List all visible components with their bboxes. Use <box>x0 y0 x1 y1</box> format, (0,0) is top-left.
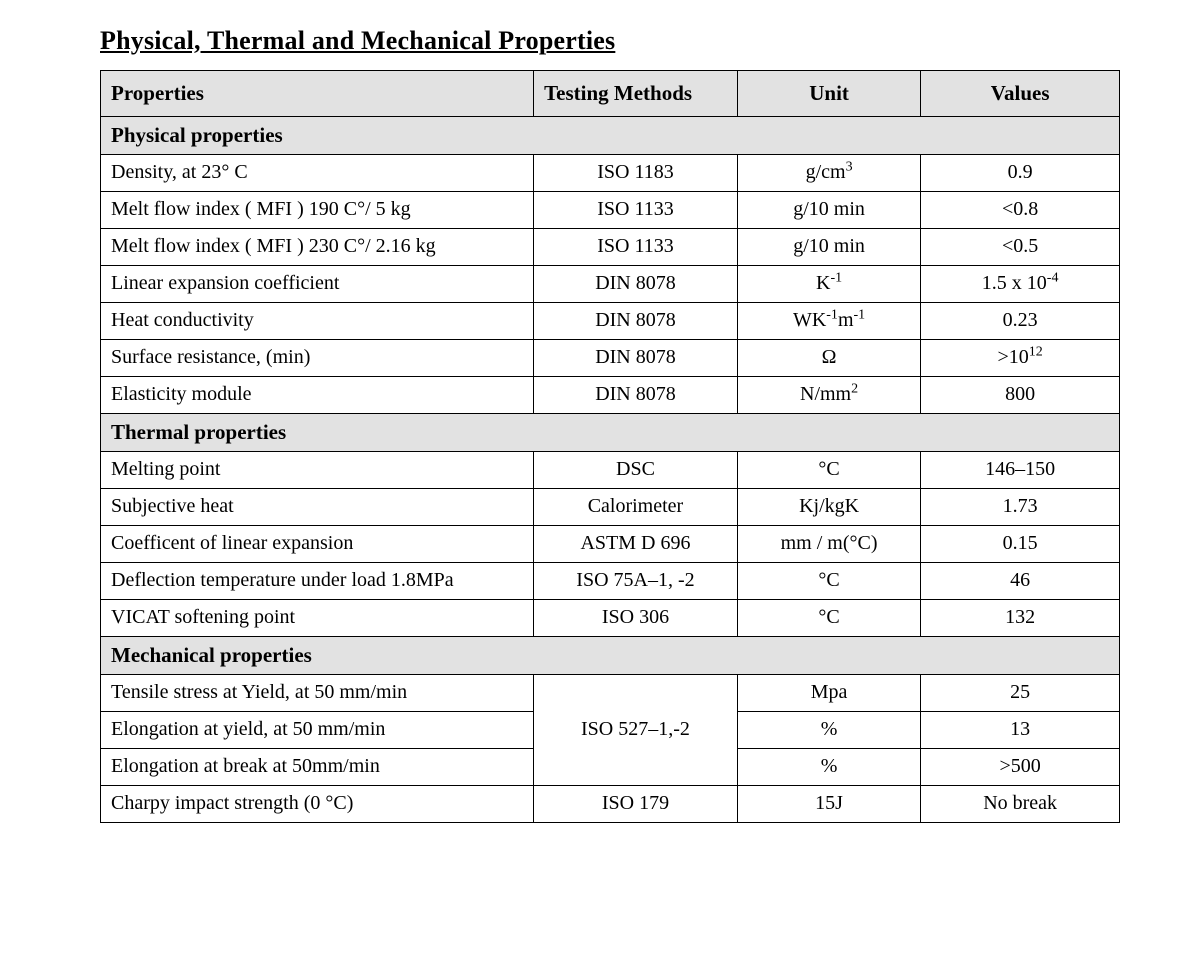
cell-value: 800 <box>921 377 1120 414</box>
cell-value: >1012 <box>921 340 1120 377</box>
cell-unit: WK-1m-1 <box>737 303 920 340</box>
cell-property: Elongation at yield, at 50 mm/min <box>101 712 534 749</box>
section-label: Mechanical properties <box>101 637 1120 675</box>
cell-property: Heat conductivity <box>101 303 534 340</box>
cell-value: 13 <box>921 712 1120 749</box>
cell-property: Tensile stress at Yield, at 50 mm/min <box>101 675 534 712</box>
cell-value: 146–150 <box>921 452 1120 489</box>
col-header-unit: Unit <box>737 71 920 117</box>
cell-property: Elasticity module <box>101 377 534 414</box>
cell-value: 132 <box>921 600 1120 637</box>
cell-property: Surface resistance, (min) <box>101 340 534 377</box>
section-header: Thermal properties <box>101 414 1120 452</box>
cell-value: 0.23 <box>921 303 1120 340</box>
cell-unit: °C <box>737 563 920 600</box>
cell-unit: % <box>737 712 920 749</box>
table-row: Elasticity moduleDIN 8078N/mm2800 <box>101 377 1120 414</box>
cell-property: Deflection temperature under load 1.8MPa <box>101 563 534 600</box>
cell-value: 0.15 <box>921 526 1120 563</box>
properties-table: Properties Testing Methods Unit Values P… <box>100 70 1120 823</box>
section-label: Physical properties <box>101 117 1120 155</box>
cell-unit: Kj/kgK <box>737 489 920 526</box>
cell-method: ASTM D 696 <box>534 526 738 563</box>
table-row: Melt flow index ( MFI ) 190 C°/ 5 kgISO … <box>101 192 1120 229</box>
cell-property: Melting point <box>101 452 534 489</box>
cell-property: Melt flow index ( MFI ) 190 C°/ 5 kg <box>101 192 534 229</box>
cell-unit: N/mm2 <box>737 377 920 414</box>
cell-method: ISO 75A–1, -2 <box>534 563 738 600</box>
section-label: Thermal properties <box>101 414 1120 452</box>
cell-property: Melt flow index ( MFI ) 230 C°/ 2.16 kg <box>101 229 534 266</box>
table-row: VICAT softening pointISO 306°C132 <box>101 600 1120 637</box>
col-header-properties: Properties <box>101 71 534 117</box>
cell-unit: mm / m(°C) <box>737 526 920 563</box>
table-row: Surface resistance, (min)DIN 8078Ω>1012 <box>101 340 1120 377</box>
cell-unit: g/10 min <box>737 229 920 266</box>
table-row: Charpy impact strength (0 °C)ISO 17915JN… <box>101 786 1120 823</box>
cell-unit: Mpa <box>737 675 920 712</box>
cell-property: Coefficent of linear expansion <box>101 526 534 563</box>
col-header-values: Values <box>921 71 1120 117</box>
cell-unit: Ω <box>737 340 920 377</box>
cell-unit: °C <box>737 452 920 489</box>
cell-value: <0.8 <box>921 192 1120 229</box>
cell-method: ISO 1133 <box>534 229 738 266</box>
cell-unit: K-1 <box>737 266 920 303</box>
cell-property: Charpy impact strength (0 °C) <box>101 786 534 823</box>
cell-method: DSC <box>534 452 738 489</box>
cell-method: DIN 8078 <box>534 377 738 414</box>
table-row: Deflection temperature under load 1.8MPa… <box>101 563 1120 600</box>
col-header-methods: Testing Methods <box>534 71 738 117</box>
cell-value: 46 <box>921 563 1120 600</box>
cell-value: 1.5 x 10-4 <box>921 266 1120 303</box>
cell-property: Density, at 23° C <box>101 155 534 192</box>
cell-value: No break <box>921 786 1120 823</box>
cell-method: ISO 1133 <box>534 192 738 229</box>
cell-property: Subjective heat <box>101 489 534 526</box>
table-row: Melt flow index ( MFI ) 230 C°/ 2.16 kgI… <box>101 229 1120 266</box>
table-row: Tensile stress at Yield, at 50 mm/minISO… <box>101 675 1120 712</box>
cell-unit: g/10 min <box>737 192 920 229</box>
cell-value: 0.9 <box>921 155 1120 192</box>
table-header-row: Properties Testing Methods Unit Values <box>101 71 1120 117</box>
table-row: Linear expansion coefficientDIN 8078K-11… <box>101 266 1120 303</box>
cell-property: Elongation at break at 50mm/min <box>101 749 534 786</box>
cell-method: DIN 8078 <box>534 340 738 377</box>
table-row: Subjective heatCalorimeterKj/kgK1.73 <box>101 489 1120 526</box>
page-title: Physical, Thermal and Mechanical Propert… <box>100 26 1120 56</box>
cell-method: ISO 179 <box>534 786 738 823</box>
cell-method: ISO 527–1,-2 <box>534 675 738 786</box>
cell-method: Calorimeter <box>534 489 738 526</box>
section-header: Physical properties <box>101 117 1120 155</box>
section-header: Mechanical properties <box>101 637 1120 675</box>
cell-unit: °C <box>737 600 920 637</box>
cell-property: Linear expansion coefficient <box>101 266 534 303</box>
cell-method: DIN 8078 <box>534 266 738 303</box>
cell-method: DIN 8078 <box>534 303 738 340</box>
cell-method: ISO 1183 <box>534 155 738 192</box>
cell-value: 1.73 <box>921 489 1120 526</box>
table-row: Coefficent of linear expansionASTM D 696… <box>101 526 1120 563</box>
cell-method: ISO 306 <box>534 600 738 637</box>
cell-value: <0.5 <box>921 229 1120 266</box>
cell-unit: g/cm3 <box>737 155 920 192</box>
cell-value: 25 <box>921 675 1120 712</box>
cell-unit: 15J <box>737 786 920 823</box>
cell-property: VICAT softening point <box>101 600 534 637</box>
cell-unit: % <box>737 749 920 786</box>
cell-value: >500 <box>921 749 1120 786</box>
table-row: Density, at 23° CISO 1183g/cm30.9 <box>101 155 1120 192</box>
table-row: Heat conductivityDIN 8078WK-1m-10.23 <box>101 303 1120 340</box>
table-row: Melting pointDSC°C146–150 <box>101 452 1120 489</box>
